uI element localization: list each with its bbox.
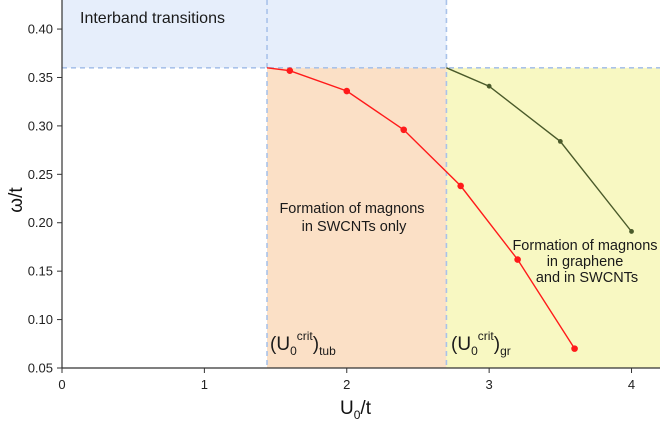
region-interband — [62, 0, 447, 68]
y-tick-label: 0.05 — [28, 361, 53, 376]
y-tick-label: 0.10 — [28, 312, 53, 327]
y-tick-label: 0.30 — [28, 118, 53, 133]
annotation-graphene: Formation of magnons in graphene and in … — [512, 238, 661, 286]
reference-lines — [62, 0, 660, 368]
ucrit-tub-sub0: 0 — [290, 344, 297, 358]
y-tick-label: 0.20 — [28, 215, 53, 230]
x-axis-title-main: U — [340, 398, 354, 419]
ucrit-tub-close: ) — [313, 334, 319, 355]
region-swcnt-only — [267, 67, 447, 368]
ucrit-gr-open: (U — [451, 334, 471, 355]
series-1-point — [571, 345, 578, 352]
shaded-regions — [62, 0, 660, 368]
ucrit-gr-close: ) — [494, 334, 500, 355]
label-ucrit-tub: (U0crit)tub — [270, 329, 336, 358]
y-axis-title: ω/t — [6, 187, 27, 213]
x-tick-label: 1 — [201, 377, 208, 392]
y-tick-label: 0.15 — [28, 264, 53, 279]
y-tick-label: 0.40 — [28, 22, 53, 37]
region-graphene-and-swcnt — [446, 67, 660, 368]
series-1-point — [457, 182, 464, 190]
markers — [286, 67, 634, 352]
x-tick-label: 0 — [58, 377, 65, 392]
x-tick-label: 3 — [486, 377, 493, 392]
series-line-2 — [446, 67, 633, 232]
ucrit-tub-open: (U — [270, 334, 290, 355]
annotation-graphene-line-3: and in SWCNTs — [536, 270, 638, 286]
ticks: 0 1 2 3 4 0.05 0.10 0.15 0.20 0.25 0.30 0.35 0.40 — [28, 22, 635, 392]
annotation-graphene-line-2: in graphene — [547, 254, 624, 270]
x-axis-title-sub: 0 — [354, 408, 361, 422]
x-tick-label: 4 — [628, 377, 635, 392]
label-ucrit-gr: (U0crit)gr — [451, 329, 511, 358]
annotation-interband: Interband transitions — [80, 10, 225, 27]
x-tick-label: 2 — [343, 377, 350, 392]
y-tick-label: 0.35 — [28, 70, 53, 85]
axes — [61, 0, 660, 369]
annotation-graphene-line-1: Formation of magnons — [512, 238, 657, 254]
annotation-swcnt-line-1: Formation of magnons — [279, 201, 424, 217]
series-1-point — [286, 67, 294, 74]
series-2-point — [629, 229, 634, 234]
ucrit-tub-sup: crit — [297, 329, 314, 343]
annotation-swcnt-only: Formation of magnons in SWCNTs only — [279, 201, 428, 235]
series-2-point — [486, 83, 492, 89]
ucrit-gr-sub0: 0 — [471, 344, 478, 358]
ucrit-gr-sup: crit — [478, 329, 495, 343]
x-axis-title-tail: /t — [360, 398, 371, 419]
ucrit-tub-subtail: tub — [319, 344, 336, 358]
series-1-point — [343, 87, 351, 95]
series-2-point — [557, 138, 563, 144]
series-1-point — [514, 256, 521, 263]
series-1-point — [400, 126, 408, 134]
ucrit-gr-subtail: gr — [500, 344, 511, 358]
y-tick-label: 0.25 — [28, 167, 53, 182]
x-axis-title: U0/t — [340, 398, 372, 422]
annotation-swcnt-line-2: in SWCNTs only — [302, 219, 407, 235]
